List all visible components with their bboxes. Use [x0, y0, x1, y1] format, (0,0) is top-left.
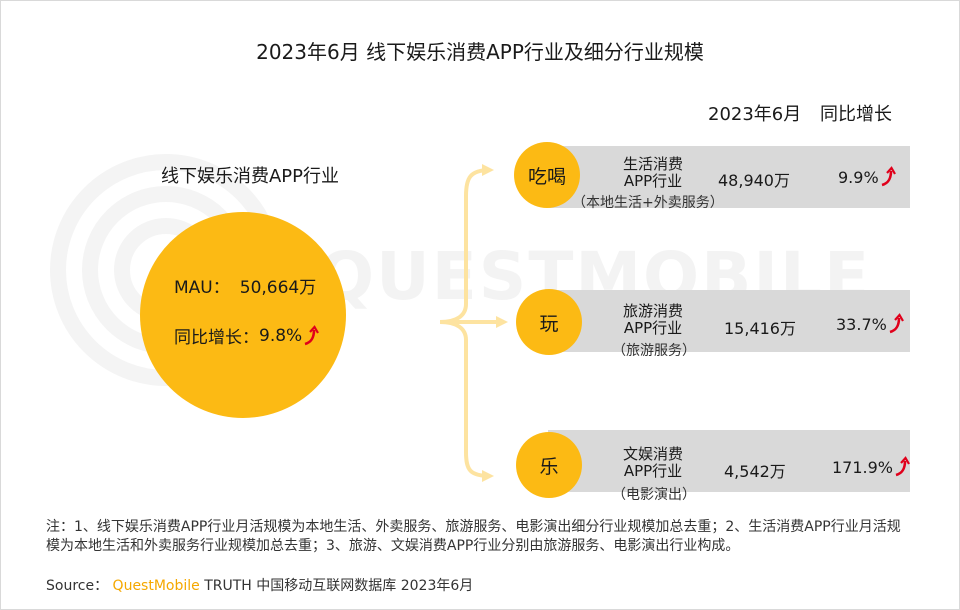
header-period: 2023年6月: [708, 104, 802, 125]
growth-value: 9.8%: [259, 325, 303, 346]
row-circle-entertainment: 乐: [516, 432, 582, 498]
page-title: 2023年6月 线下娱乐消费APP行业及细分行业规模: [256, 40, 704, 64]
red-curved-up-arrow-icon: [304, 324, 320, 345]
red-curved-up-arrow-icon: [889, 313, 904, 334]
row-growth-travel: 33.7%: [836, 313, 907, 335]
row-sub-food: （本地生活+外卖服务）: [572, 195, 724, 211]
row-name-travel: 旅游消费 APP行业: [622, 302, 683, 337]
main-growth: 同比增长： 9.8%: [174, 323, 322, 348]
source-brand: QuestMobile: [112, 578, 200, 594]
row-value-food: 48,940万: [718, 171, 790, 190]
row-growth-food: 9.9%: [838, 166, 899, 188]
header-growth: 同比增长: [820, 104, 892, 125]
row-name-food: 生活消费 APP行业: [622, 155, 683, 190]
red-curved-up-arrow-icon: [881, 166, 896, 187]
row-bar-food: [548, 146, 910, 208]
source-label: Source：: [46, 578, 109, 594]
main-industry-circle: [140, 212, 346, 418]
source-rest: TRUTH 中国移动互联网数据库 2023年6月: [204, 578, 474, 594]
source-line: Source： QuestMobile TRUTH 中国移动互联网数据库 202…: [46, 575, 473, 595]
main-mau: MAU： 50,664万: [174, 273, 316, 298]
growth-label: 同比增长：: [174, 328, 259, 348]
red-curved-up-arrow-icon: [895, 456, 910, 477]
row-sub-entertainment: （电影演出）: [612, 487, 696, 503]
row-sub-travel: （旅游服务）: [612, 343, 696, 359]
row-growth-entertainment: 171.9%: [832, 456, 913, 478]
footnote: 注：1、线下娱乐消费APP行业月活规模为本地生活、外卖服务、旅游服务、电影演出细…: [46, 519, 901, 554]
row-bar-travel: [548, 290, 910, 352]
row-name-entertainment: 文娱消费 APP行业: [622, 445, 683, 480]
mau-label: MAU：: [174, 278, 230, 298]
row-value-entertainment: 4,542万: [724, 462, 786, 481]
row-circle-travel: 玩: [516, 289, 582, 355]
mau-value: 50,664万: [239, 278, 317, 298]
row-bar-entertainment: [548, 430, 910, 492]
row-value-travel: 15,416万: [724, 319, 796, 338]
row-circle-food: 吃喝: [514, 142, 580, 208]
main-industry-label: 线下娱乐消费APP行业: [160, 166, 340, 187]
